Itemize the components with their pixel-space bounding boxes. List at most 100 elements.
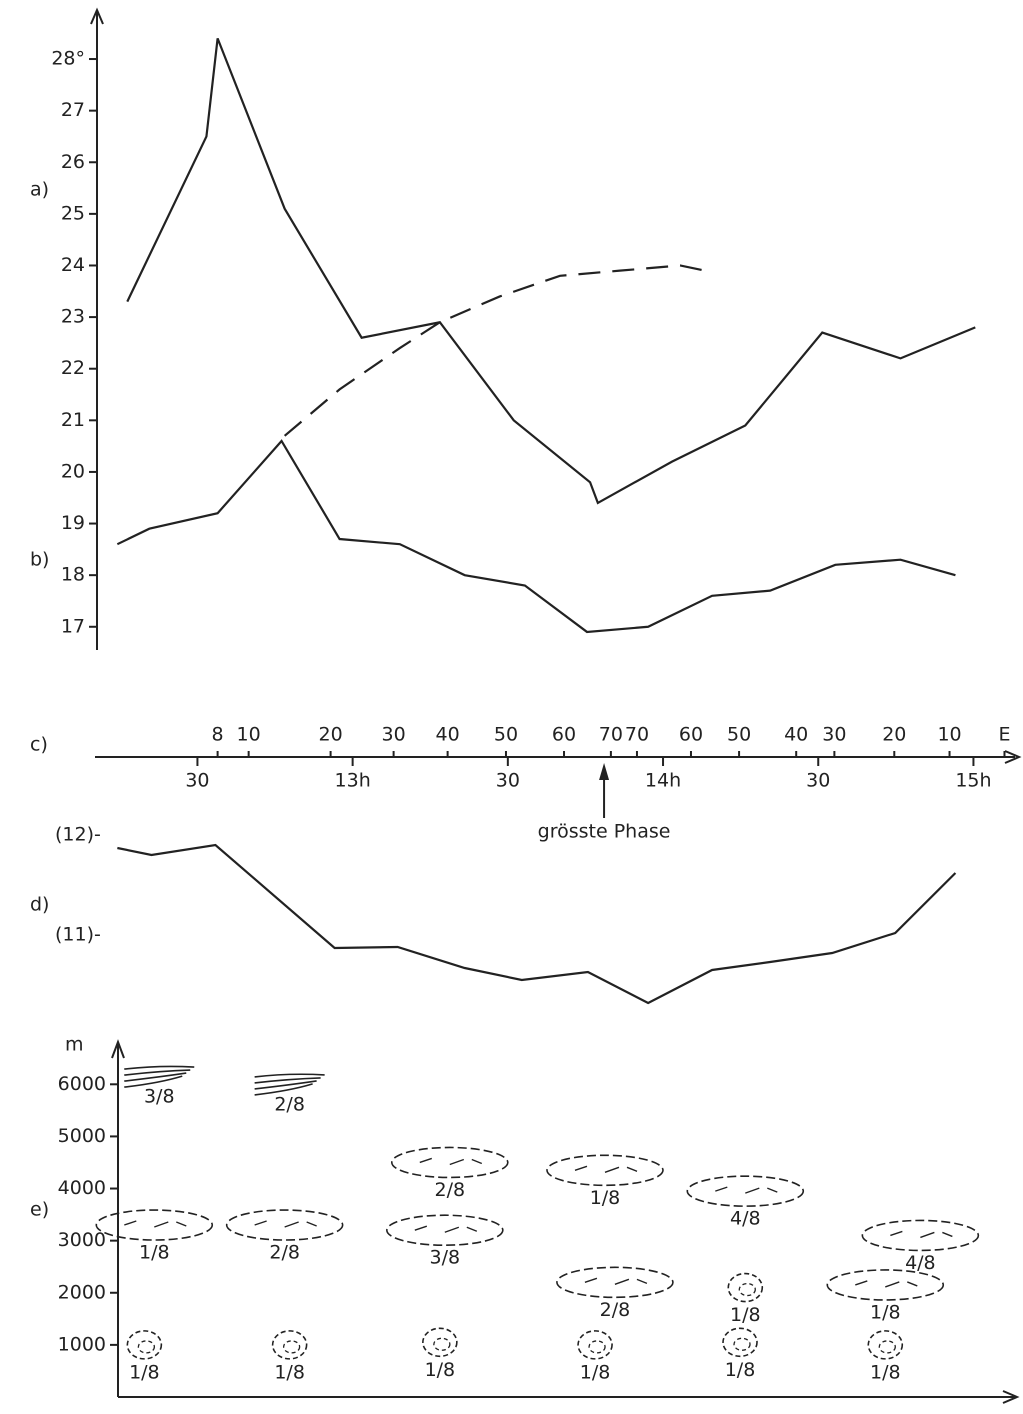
cloud — [390, 1146, 509, 1179]
top-tick-label: 40 — [784, 724, 808, 746]
y-tick-label: 26 — [61, 151, 85, 173]
cloud-stroke — [546, 1154, 664, 1187]
cloud-stroke — [137, 1340, 156, 1354]
y-tick-label: 22 — [61, 357, 85, 379]
cloud-stroke — [878, 1340, 896, 1354]
cloud — [577, 1330, 613, 1360]
x-tick-label: 30 — [806, 770, 830, 792]
cloud-cover: 1/8 — [580, 1361, 611, 1383]
cloud-stroke — [254, 1083, 313, 1096]
data-line — [117, 843, 957, 1005]
cloud-stroke — [124, 1220, 187, 1228]
cloud-stroke — [577, 1330, 613, 1360]
cloud-cover: 2/8 — [269, 1242, 300, 1264]
cloud — [254, 1073, 325, 1096]
panel-label: b) — [30, 549, 49, 571]
data-line — [283, 264, 706, 437]
cloud-cover: 1/8 — [139, 1242, 170, 1264]
cloud-cover: 2/8 — [274, 1093, 305, 1115]
cloud-stroke — [738, 1282, 756, 1297]
cloud — [126, 1330, 163, 1360]
cloud — [95, 1209, 214, 1241]
top-tick-label: 70 — [599, 724, 623, 746]
cloud-stroke — [254, 1073, 325, 1078]
x-tick-label: 13h — [335, 770, 371, 792]
cloud-cover: 3/8 — [430, 1247, 461, 1269]
top-tick-label: 30 — [382, 724, 406, 746]
cloud — [686, 1175, 805, 1207]
y-tick-label: (12)- — [55, 824, 101, 846]
y-tick-label: 25 — [61, 202, 85, 224]
cloud — [861, 1219, 980, 1252]
top-tick-label: 20 — [882, 724, 906, 746]
cloud — [422, 1327, 458, 1358]
cloud-stroke — [826, 1269, 945, 1301]
cloud-stroke — [890, 1230, 953, 1239]
cloud-cover: 1/8 — [274, 1361, 305, 1383]
cloud-stroke — [733, 1337, 751, 1351]
axis-arrow — [1002, 1390, 1020, 1404]
top-tick-label: 50 — [727, 724, 751, 746]
cloud-stroke — [126, 1330, 163, 1360]
top-tick-label: 20 — [319, 724, 343, 746]
cloud-cover: 3/8 — [144, 1086, 175, 1108]
arrow-head — [599, 763, 610, 780]
cloud — [124, 1065, 195, 1088]
cloud-cover: 1/8 — [870, 1361, 901, 1383]
cloud-stroke — [727, 1272, 764, 1303]
cloud-stroke — [715, 1186, 778, 1194]
cloud — [826, 1269, 945, 1301]
cloud-cover: 4/8 — [730, 1208, 761, 1230]
top-tick-label: 60 — [679, 724, 703, 746]
y-tick-label: 18 — [61, 564, 85, 586]
y-tick-label: 6000 — [58, 1073, 106, 1095]
y-tick-label: 1000 — [58, 1333, 106, 1355]
panel-label: c) — [30, 734, 48, 756]
y-tick-label: 28° — [51, 48, 85, 70]
panel-label: d) — [30, 894, 49, 916]
top-tick-label: 10 — [237, 724, 261, 746]
axis-arrow — [90, 7, 104, 25]
top-tick-label: E — [998, 724, 1010, 746]
top-tick-label: 60 — [552, 724, 576, 746]
y-tick-label: 19 — [61, 512, 85, 534]
cloud-stroke — [419, 1157, 483, 1166]
y-tick-label: 21 — [61, 409, 85, 431]
cloud — [722, 1327, 758, 1358]
cloud-cover: 1/8 — [129, 1361, 160, 1383]
cloud-stroke — [271, 1330, 308, 1360]
cloud-stroke — [95, 1209, 214, 1241]
cloud-stroke — [584, 1277, 648, 1285]
cloud-stroke — [422, 1327, 458, 1358]
cloud-stroke — [254, 1077, 321, 1084]
cloud-cover: 2/8 — [435, 1179, 466, 1201]
x-tick-label: 30 — [185, 770, 209, 792]
cloud — [556, 1266, 674, 1299]
cloud-stroke — [124, 1065, 195, 1070]
cloud-stroke — [225, 1209, 344, 1241]
cloud-stroke — [386, 1214, 504, 1247]
y-tick-label: 20 — [61, 460, 85, 482]
axis-arrow — [111, 1039, 125, 1059]
cloud-stroke — [124, 1069, 191, 1076]
cloud-stroke — [254, 1080, 317, 1090]
y-tick-label: (11)- — [55, 924, 101, 946]
data-line — [126, 37, 976, 505]
cloud-stroke — [855, 1280, 918, 1288]
y-tick-label: 27 — [61, 99, 85, 121]
y-tick-label: 23 — [61, 306, 85, 328]
y-tick-label: 4000 — [58, 1177, 106, 1199]
top-tick-label: 40 — [436, 724, 460, 746]
cloud-stroke — [414, 1225, 478, 1233]
cloud-stroke — [686, 1175, 805, 1207]
cloud-stroke — [254, 1220, 317, 1228]
cloud — [727, 1272, 764, 1303]
y-tick-label: 2000 — [58, 1281, 106, 1303]
top-tick-label: 10 — [937, 724, 961, 746]
y-tick-label: 3000 — [58, 1229, 106, 1251]
cloud — [271, 1330, 308, 1360]
x-tick-label: 14h — [645, 770, 681, 792]
axis-arrow — [1004, 750, 1022, 764]
panel-label: e) — [30, 1199, 49, 1221]
